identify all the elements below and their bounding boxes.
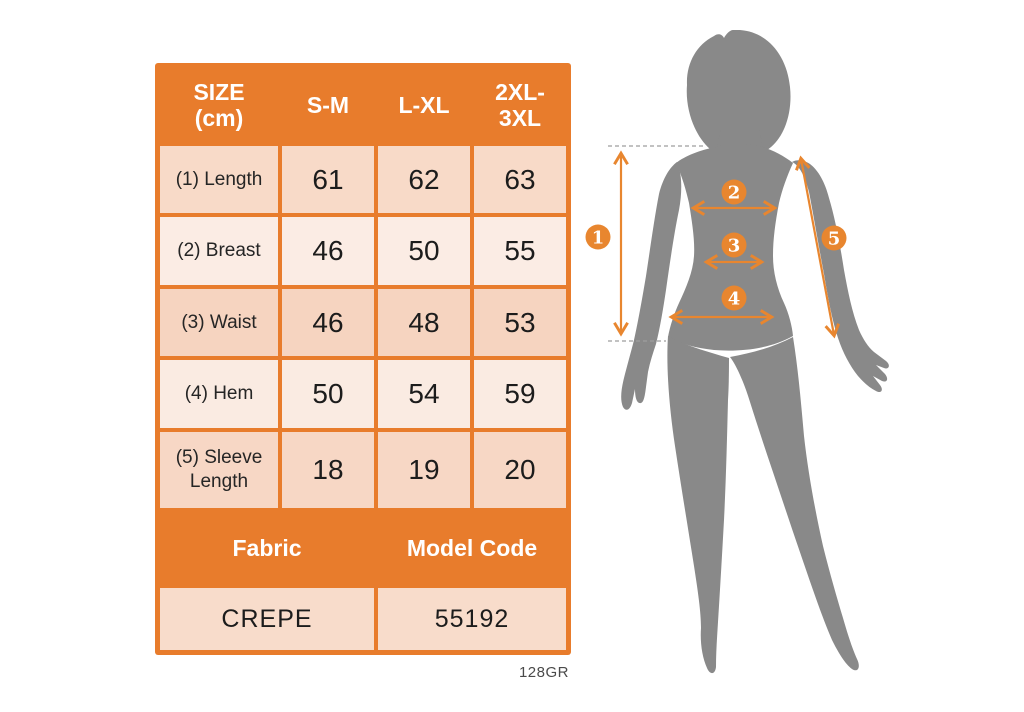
measurement-markers: 1 2 3 4 5 <box>585 179 847 311</box>
hem-s-m: 50 <box>282 360 374 428</box>
waist-2xl-3xl: 53 <box>474 289 566 356</box>
waist-s-m: 46 <box>282 289 374 356</box>
header-s-m: S-M <box>306 91 350 118</box>
hem-l-xl: 54 <box>378 360 470 428</box>
row-label-breast: (2) Breast <box>160 217 278 285</box>
table-footer-value-row: CREPE 55192 <box>160 588 566 650</box>
table-row-breast: (2) Breast 46 50 55 <box>160 217 566 285</box>
table-footer-header-row: Fabric Model Code <box>160 512 566 584</box>
marker-4-number: 4 <box>728 289 741 310</box>
marker-3: 3 <box>721 232 747 258</box>
size-table-header-row: SIZE (cm) S-M L-XL 2XL- 3XL <box>160 68 566 142</box>
header-model-code: Model Code <box>406 534 538 561</box>
sleeve-2xl-3xl: 20 <box>474 432 566 508</box>
length-2xl-3xl: 63 <box>474 146 566 213</box>
table-row-hem: (4) Hem 50 54 59 <box>160 360 566 428</box>
size-table: SIZE (cm) S-M L-XL 2XL- 3XL (1) Length 6… <box>155 63 571 655</box>
row-label-length: (1) Length <box>160 146 278 213</box>
length-l-xl: 62 <box>378 146 470 213</box>
silhouette-right-arm <box>792 160 889 393</box>
breast-2xl-3xl: 55 <box>474 217 566 285</box>
silhouette-head <box>686 30 791 159</box>
hem-2xl-3xl: 59 <box>474 360 566 428</box>
marker-1: 1 <box>585 224 611 250</box>
marker-3-number: 3 <box>728 236 741 257</box>
marker-2: 2 <box>721 179 747 205</box>
row-label-sleeve-length: (5) Sleeve Length <box>160 432 278 508</box>
silhouette-left-leg <box>667 336 729 674</box>
table-row-length: (1) Length 61 62 63 <box>160 146 566 213</box>
sleeve-s-m: 18 <box>282 432 374 508</box>
breast-s-m: 46 <box>282 217 374 285</box>
silhouette-left-arm <box>621 162 682 410</box>
marker-4: 4 <box>721 285 747 311</box>
marker-5-number: 5 <box>828 229 841 250</box>
silhouette-right-leg <box>730 337 859 671</box>
marker-5: 5 <box>821 225 847 251</box>
marker-2-number: 2 <box>728 183 741 204</box>
sleeve-l-xl: 19 <box>378 432 470 508</box>
model-code-value: 55192 <box>378 588 566 650</box>
body-silhouette <box>621 30 889 674</box>
header-l-xl: L-XL <box>398 91 450 118</box>
breast-l-xl: 50 <box>378 217 470 285</box>
table-row-waist: (3) Waist 46 48 53 <box>160 289 566 356</box>
table-row-sleeve-length: (5) Sleeve Length 18 19 20 <box>160 432 566 508</box>
marker-1-number: 1 <box>592 228 605 249</box>
header-size-cm: SIZE (cm) <box>193 78 245 131</box>
header-fabric: Fabric <box>232 534 302 561</box>
header-2xl-3xl: 2XL- 3XL <box>495 78 545 131</box>
guide-dashed-lines <box>608 145 706 342</box>
measurement-arrows <box>613 150 840 339</box>
measurement-figure: 1 2 3 4 5 <box>585 30 889 674</box>
waist-l-xl: 48 <box>378 289 470 356</box>
length-s-m: 61 <box>282 146 374 213</box>
row-label-waist: (3) Waist <box>160 289 278 356</box>
arrow-sleeve <box>795 155 840 339</box>
weight-note: 128GR <box>518 664 569 681</box>
row-label-hem: (4) Hem <box>160 360 278 428</box>
fabric-value: CREPE <box>160 588 374 650</box>
